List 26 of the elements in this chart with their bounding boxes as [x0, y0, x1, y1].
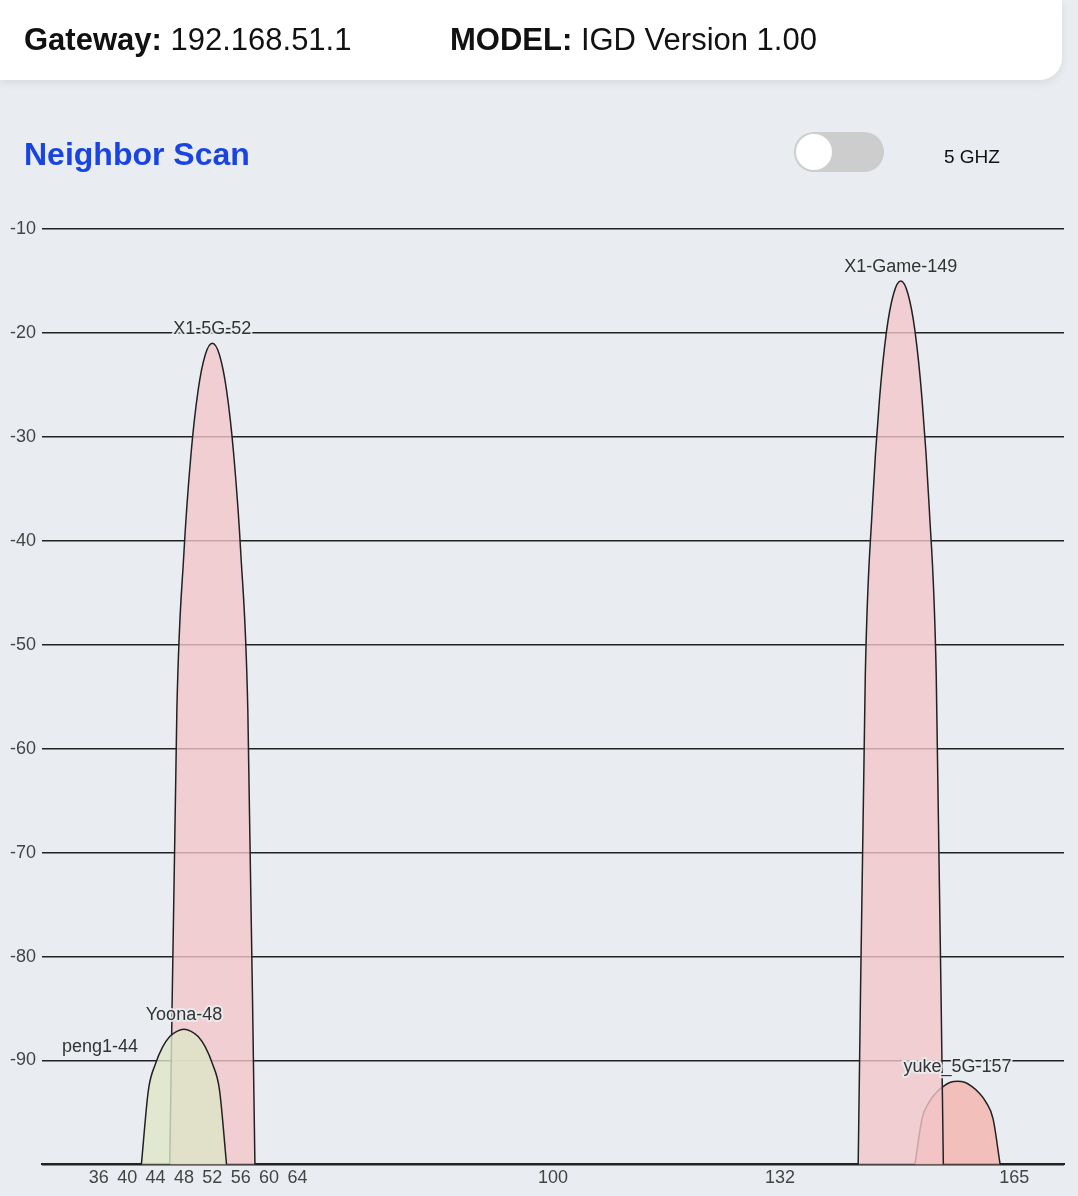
x-tick-label: 52 [202, 1167, 223, 1188]
y-tick-label: -90 [10, 1049, 37, 1070]
x-tick-label: 60 [259, 1167, 280, 1188]
y-tick-label: -70 [10, 841, 37, 862]
series-label: X1-Game-149 [844, 255, 958, 276]
y-tick-label: -80 [10, 945, 37, 966]
y-tick-label: -60 [10, 737, 37, 758]
annotation: peng1-44 [62, 1036, 139, 1057]
x-tick-label: 44 [145, 1167, 166, 1188]
x-tick-label: 100 [537, 1167, 569, 1188]
x-tick-label: 165 [999, 1167, 1030, 1188]
text: 5 GHZ [944, 146, 1000, 168]
text: MODEL: IGD Version 1.00 [450, 22, 817, 58]
y-tick-label: -40 [10, 529, 37, 550]
y-tick-label: -50 [10, 633, 37, 654]
y-tick-label: -10 [10, 217, 37, 238]
y-tick-label: -30 [10, 425, 37, 446]
x-tick-label: 56 [230, 1167, 251, 1188]
y-tick-label: -20 [10, 321, 37, 342]
x-tick-label: 132 [765, 1167, 796, 1188]
x-tick-label: 40 [117, 1167, 138, 1188]
x-tick-label: 48 [173, 1167, 194, 1188]
chart-title: Neighbor Scan [24, 136, 250, 173]
text: Gateway: 192.168.51.1 [24, 22, 352, 58]
x-tick-label: 36 [88, 1167, 109, 1188]
x-tick-label: 64 [287, 1167, 308, 1188]
